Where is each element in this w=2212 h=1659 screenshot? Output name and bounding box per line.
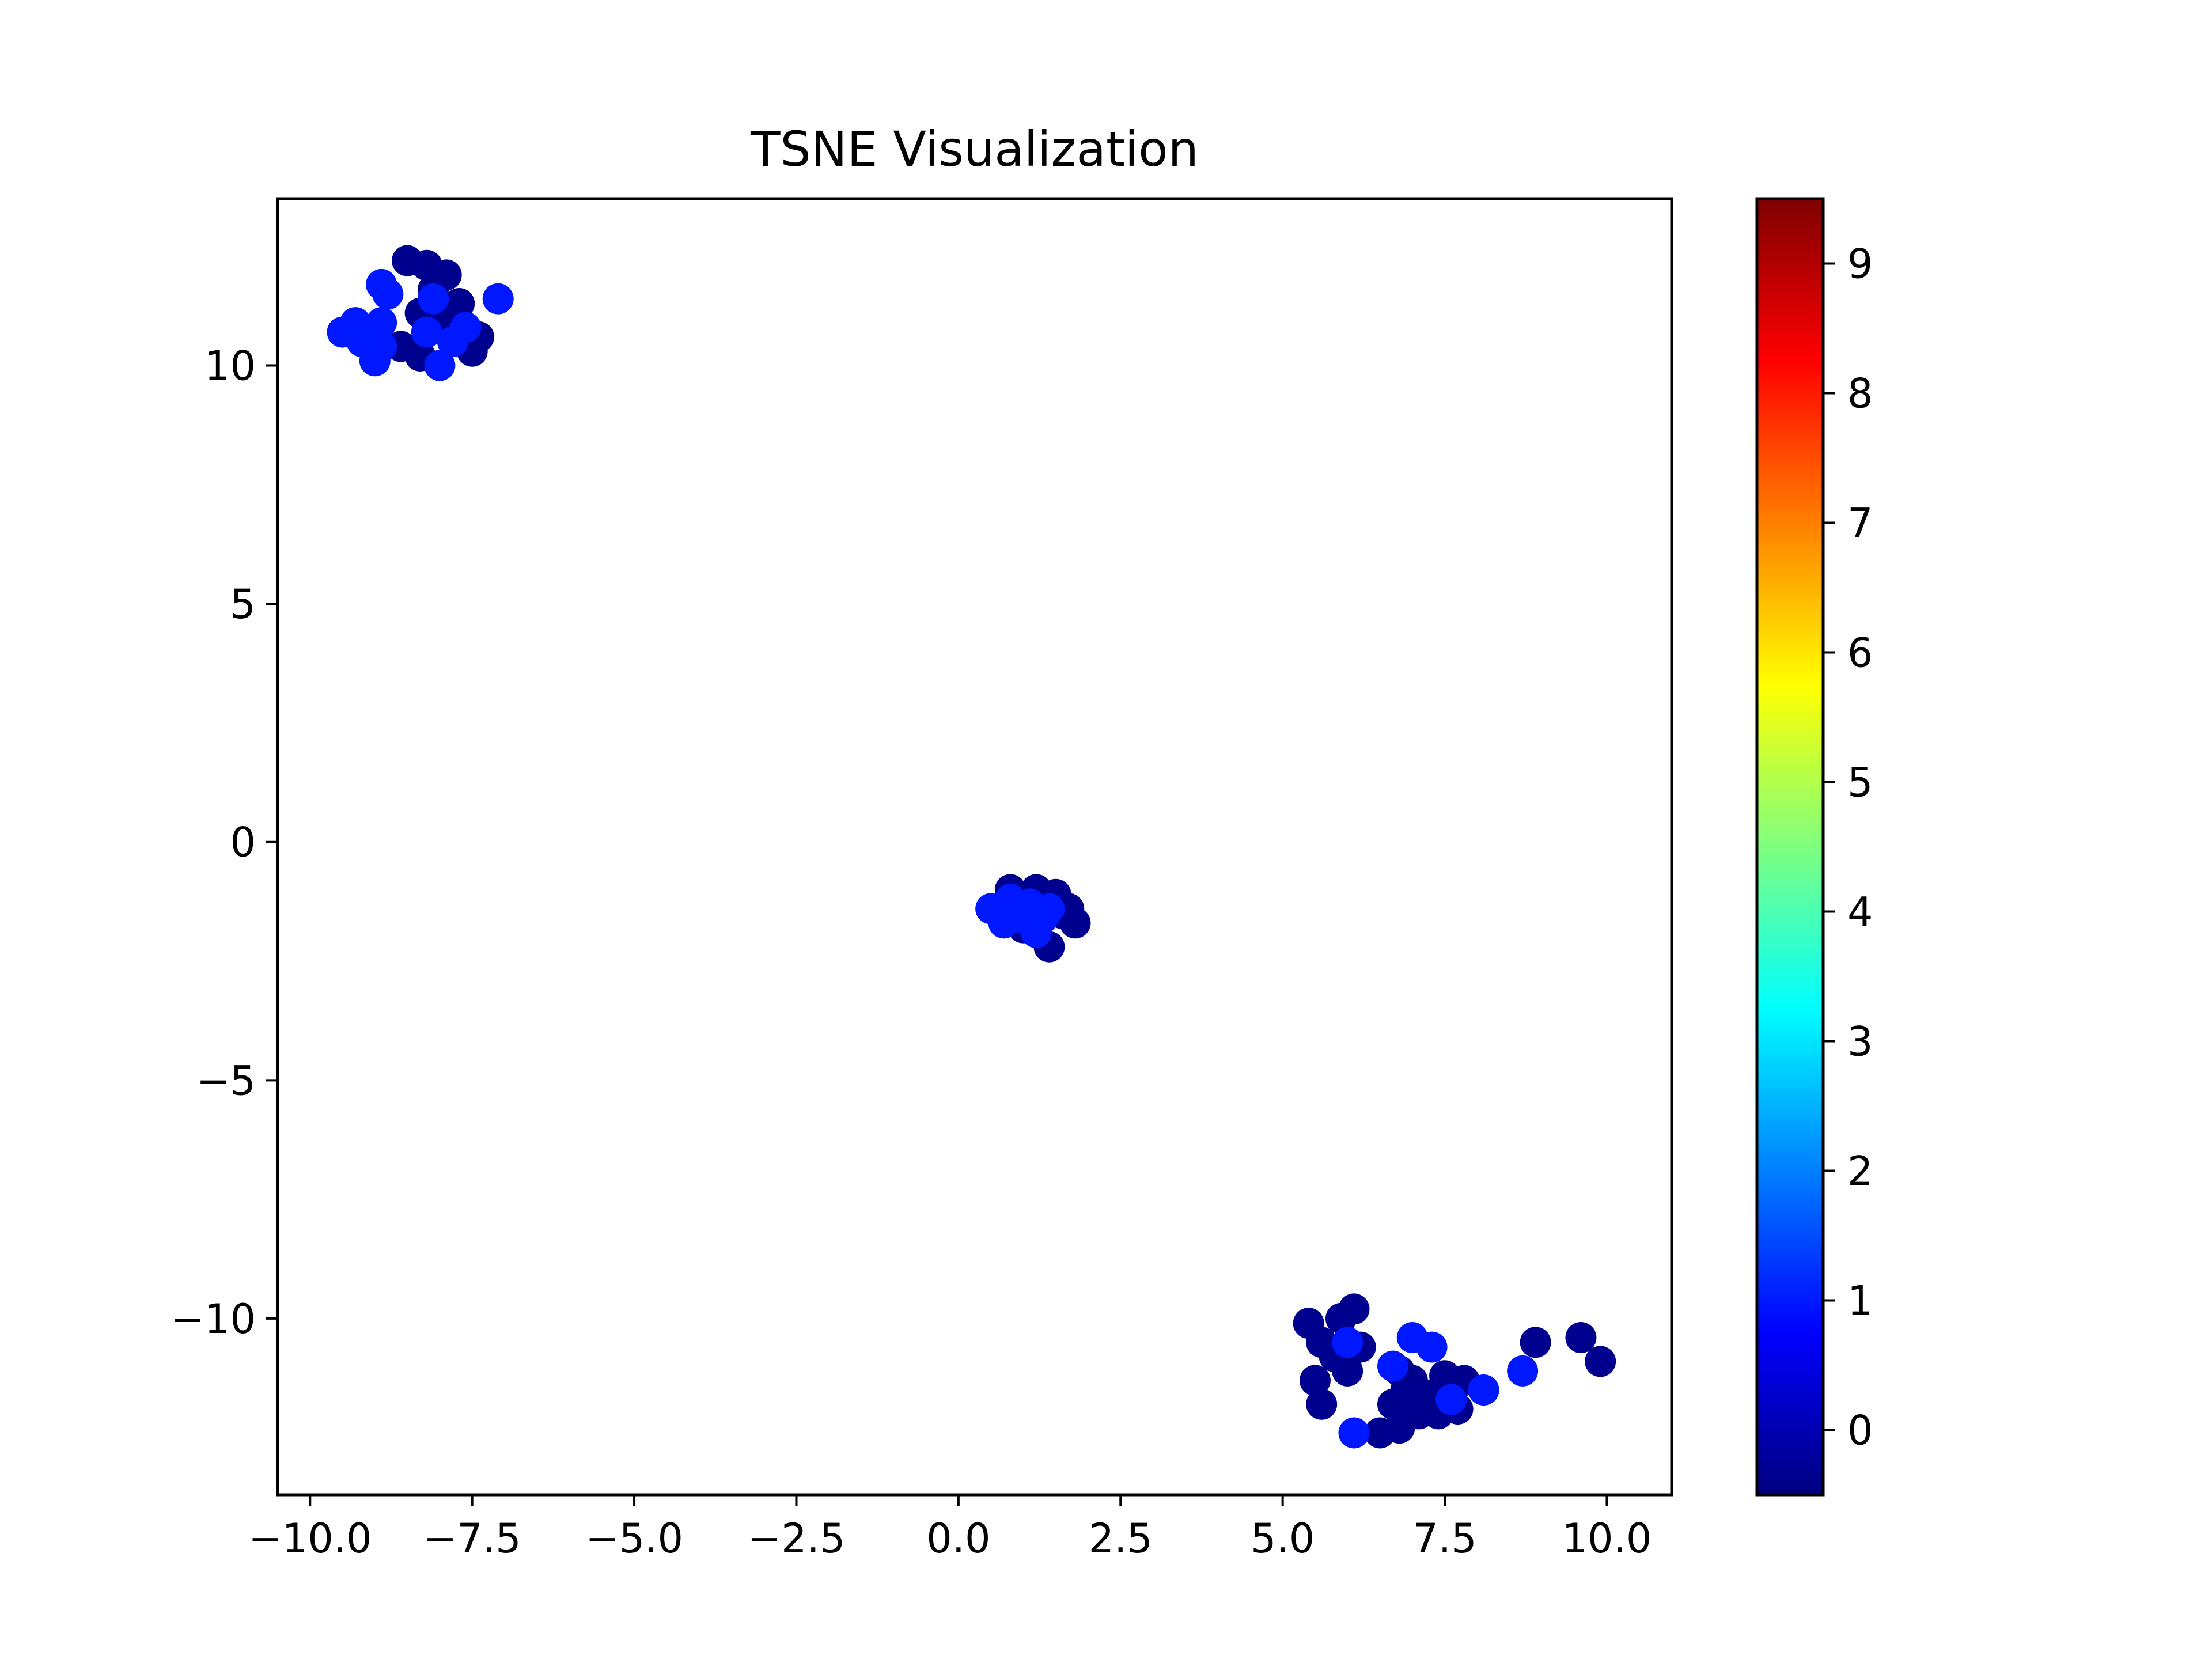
x-tick-label: −5.0: [585, 1515, 683, 1562]
scatter-point-class-0: [1565, 1322, 1597, 1354]
scatter-point-class-0: [1299, 1365, 1331, 1396]
x-tick-label: 5.0: [1251, 1515, 1315, 1562]
scatter-point-class-1: [366, 307, 397, 339]
colorbar-tick-label: 1: [1847, 1278, 1873, 1325]
x-axis: −10.0 −7.5 −5.0 −2.5 0.0 2.5 5.0 7.5 10.0: [248, 1495, 1652, 1562]
y-tick-label: 5: [230, 581, 256, 628]
scatter-point-class-1: [1332, 1327, 1363, 1358]
scatter-point-class-1: [1468, 1374, 1499, 1406]
colorbar-tick-label: 5: [1847, 759, 1873, 806]
y-tick-label: 10: [204, 343, 256, 390]
scatter-points: [327, 245, 1616, 1449]
plot-area-frame: [276, 197, 1673, 1497]
scatter-point-class-1: [1338, 1417, 1370, 1449]
y-axis: 10 5 0 −5 −10: [171, 343, 278, 1343]
scatter-point-class-1: [437, 326, 468, 358]
colorbar-tick-label: 4: [1847, 889, 1873, 936]
chart-title: TSNE Visualization: [750, 121, 1199, 177]
scatter-point-class-1: [1377, 1350, 1408, 1382]
colorbar: [1755, 197, 1825, 1497]
colorbar-tick-label: 0: [1847, 1407, 1873, 1455]
x-tick-label: −7.5: [423, 1515, 521, 1562]
x-tick-label: −2.5: [747, 1515, 845, 1562]
scatter-point-class-1: [372, 278, 404, 310]
scatter-point-class-1: [424, 350, 456, 381]
y-tick-label: −10: [171, 1296, 256, 1343]
scatter-point-class-1: [1007, 903, 1039, 934]
colorbar-tick-label: 9: [1847, 241, 1873, 288]
scatter-point-class-0: [1338, 1293, 1370, 1325]
scatter-point-class-0: [1585, 1346, 1616, 1377]
x-tick-label: 0.0: [926, 1515, 990, 1562]
x-tick-label: −10.0: [248, 1515, 372, 1562]
y-tick-label: −5: [196, 1057, 256, 1104]
scatter-point-class-1: [1507, 1355, 1539, 1387]
colorbar-tick-label: 8: [1847, 370, 1873, 418]
scatter-point-class-1: [1033, 893, 1065, 925]
colorbar-axis: 0 1 2 3 4 5 6 7 8 9: [1823, 241, 1873, 1455]
scatter-point-class-1: [1435, 1384, 1467, 1415]
scatter-point-class-1: [1416, 1331, 1448, 1363]
scatter-point-class-0: [1306, 1388, 1338, 1420]
scatter-point-class-1: [366, 331, 397, 362]
colorbar-tick-label: 2: [1847, 1148, 1873, 1195]
scatter-point-class-1: [482, 283, 514, 315]
colorbar-tick-label: 6: [1847, 630, 1873, 677]
x-tick-label: 7.5: [1412, 1515, 1476, 1562]
colorbar-tick-label: 3: [1847, 1018, 1873, 1066]
x-tick-label: 10.0: [1562, 1515, 1652, 1562]
colorbar-tick-label: 7: [1847, 500, 1873, 547]
y-tick-label: 0: [230, 819, 256, 866]
x-tick-label: 2.5: [1089, 1515, 1153, 1562]
scatter-point-class-1: [418, 283, 449, 315]
scatter-point-class-0: [1520, 1327, 1551, 1358]
scatter-point-class-1: [411, 316, 442, 348]
